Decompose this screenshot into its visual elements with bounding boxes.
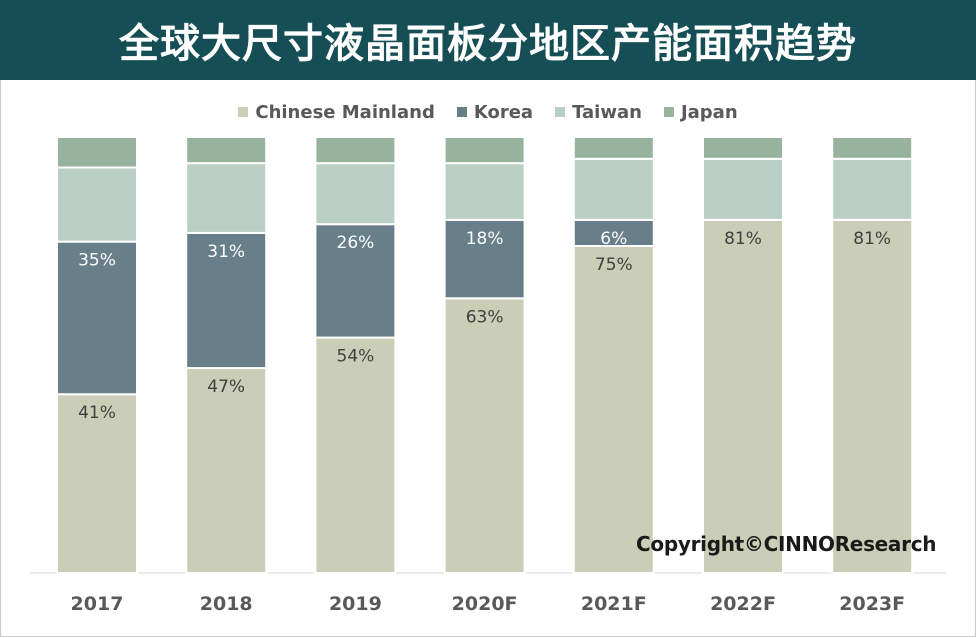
bar-segment <box>702 218 784 574</box>
data-label: 26% <box>337 233 375 253</box>
bar-segment <box>572 245 655 574</box>
legend-swatch <box>663 107 674 117</box>
chart-header: 全球大尺寸液晶面板分地区产能面积趋势 <box>0 0 976 80</box>
data-label: 41% <box>78 403 116 423</box>
bar-segment <box>572 136 655 160</box>
legend-swatch <box>456 107 467 117</box>
data-label: 6% <box>600 229 627 249</box>
bar-segment <box>702 136 784 160</box>
data-label: 81% <box>724 229 762 249</box>
data-label: 54% <box>337 347 375 367</box>
bar-segment <box>56 393 138 574</box>
bar-segment <box>185 367 268 574</box>
data-label: 31% <box>207 242 245 262</box>
legend-swatch <box>555 107 566 117</box>
bar-segment <box>314 162 397 226</box>
bar-segment <box>831 157 914 221</box>
data-label: 63% <box>466 307 504 327</box>
bar-segment <box>443 162 526 221</box>
bar-segment <box>185 136 268 165</box>
legend-swatch <box>238 107 249 117</box>
bar-segment <box>314 136 397 165</box>
x-tick-label: 2017 <box>71 593 124 615</box>
legend-item: Chinese Mainland <box>238 101 435 123</box>
data-label: 81% <box>853 229 891 249</box>
data-label: 75% <box>595 255 633 275</box>
x-tick-label: 2022F <box>710 593 776 615</box>
x-tick-label: 2020F <box>452 593 518 615</box>
x-tick-label: 2023F <box>839 593 905 615</box>
legend-item: Taiwan <box>555 102 642 123</box>
bar-segment <box>831 218 914 574</box>
data-label: 18% <box>466 229 504 249</box>
legend-item: Korea <box>456 101 534 123</box>
legend-label: Chinese Mainland <box>255 101 435 123</box>
x-tick-label: 2018 <box>200 593 253 615</box>
bar-segment <box>702 157 784 221</box>
x-tick-label: 2021F <box>581 593 647 615</box>
legend-label: Korea <box>473 101 534 123</box>
data-label: 35% <box>78 251 116 271</box>
bar-segment <box>443 218 526 300</box>
legend-label: Japan <box>680 101 738 123</box>
x-tick-label: 2019 <box>329 593 382 615</box>
bar-segment <box>56 240 138 396</box>
bar-segment <box>185 231 268 370</box>
bar-segment <box>443 136 526 165</box>
copyright-notice: Copyright©CINNOResearch <box>636 532 937 556</box>
bar-segment <box>443 297 526 574</box>
chart-legend: Chinese Mainland Korea Taiwan Japan <box>0 98 976 126</box>
bar-segment <box>314 336 397 574</box>
bar-segment <box>56 166 138 243</box>
legend-label: Taiwan <box>572 101 642 123</box>
bar-segment <box>831 136 914 160</box>
data-label: 47% <box>207 377 245 397</box>
legend-item: Japan <box>663 101 738 123</box>
bar-segment <box>314 223 397 339</box>
chart-title: 全球大尺寸液晶面板分地区产能面积趋势 <box>119 21 857 67</box>
bar-segment <box>572 157 655 221</box>
bar-segment <box>185 162 268 234</box>
bar-segment <box>56 136 138 169</box>
